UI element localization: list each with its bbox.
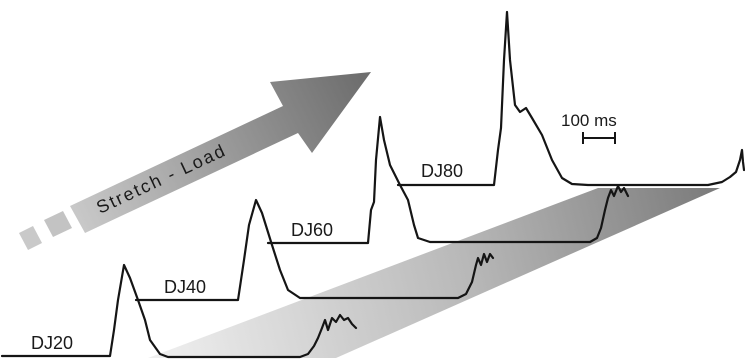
dj60-label: DJ60: [291, 220, 333, 240]
dj40-trace: [134, 198, 495, 302]
arrow-tail-dash-1: [19, 226, 42, 250]
arrow-label: Stretch - Load: [93, 140, 229, 218]
dj20-trace: [0, 263, 358, 359]
scale-bar-label: 100 ms: [561, 111, 617, 130]
dj80-label: DJ80: [421, 161, 463, 181]
dj40-label: DJ40: [164, 277, 206, 297]
time-band: [148, 188, 720, 358]
arrow-shaft-and-head: [70, 72, 371, 233]
scale-bar: 100 ms: [561, 111, 617, 144]
dj20-label: DJ20: [31, 333, 73, 353]
arrow-tail-dash-2: [44, 211, 72, 237]
dj60-trace: [266, 115, 630, 245]
dj80-trace: [396, 10, 745, 187]
